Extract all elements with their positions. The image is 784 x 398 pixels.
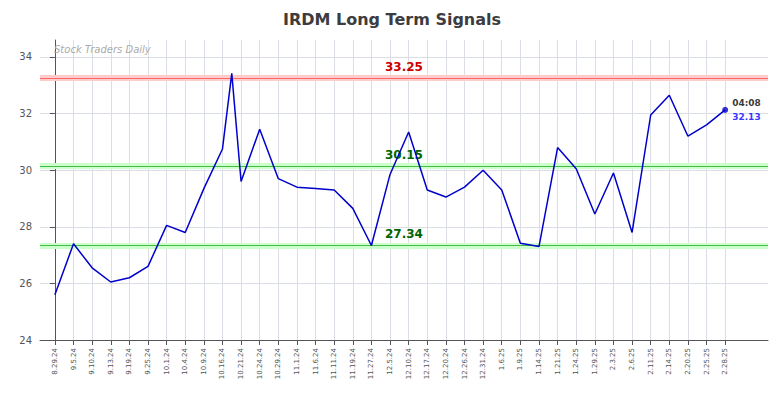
svg-text:30.15: 30.15 <box>385 147 423 162</box>
svg-text:10.16.24: 10.16.24 <box>218 347 226 379</box>
svg-text:9.19.24: 9.19.24 <box>125 347 133 374</box>
svg-text:10.1.24: 10.1.24 <box>163 347 171 374</box>
svg-text:34: 34 <box>19 51 32 62</box>
svg-text:2.11.25: 2.11.25 <box>647 348 655 375</box>
svg-text:33.25: 33.25 <box>385 60 423 74</box>
svg-text:27.34: 27.34 <box>385 227 423 241</box>
svg-text:9.5.24: 9.5.24 <box>70 347 78 370</box>
svg-text:04:08: 04:08 <box>732 98 761 108</box>
svg-text:11.6.24: 11.6.24 <box>312 347 320 374</box>
svg-text:12.26.24: 12.26.24 <box>461 347 469 379</box>
svg-text:26: 26 <box>19 278 32 289</box>
svg-text:2.3.25: 2.3.25 <box>609 348 617 370</box>
svg-text:12.17.24: 12.17.24 <box>423 347 431 379</box>
svg-text:1.29.25: 1.29.25 <box>591 348 599 375</box>
svg-text:IRDM Long Term Signals: IRDM Long Term Signals <box>283 10 501 29</box>
svg-text:12.20.24: 12.20.24 <box>442 347 450 379</box>
svg-text:9.10.24: 9.10.24 <box>88 347 96 374</box>
svg-text:1.24.25: 1.24.25 <box>572 348 580 375</box>
svg-text:28: 28 <box>19 221 32 232</box>
svg-text:10.4.24: 10.4.24 <box>181 347 189 374</box>
svg-text:11.27.24: 11.27.24 <box>367 347 375 379</box>
svg-text:30: 30 <box>19 165 32 176</box>
svg-text:11.11.24: 11.11.24 <box>330 347 338 379</box>
svg-text:10.9.24: 10.9.24 <box>200 347 208 374</box>
svg-text:2.25.25: 2.25.25 <box>703 348 711 375</box>
svg-text:1.6.25: 1.6.25 <box>498 348 506 370</box>
svg-text:11.19.24: 11.19.24 <box>349 347 357 379</box>
svg-text:2.28.25: 2.28.25 <box>721 348 729 375</box>
svg-text:1.14.25: 1.14.25 <box>535 348 543 375</box>
svg-text:2.6.25: 2.6.25 <box>628 348 636 370</box>
svg-text:10.21.24: 10.21.24 <box>237 347 245 379</box>
svg-text:32: 32 <box>19 108 32 119</box>
svg-text:9.13.24: 9.13.24 <box>107 347 115 374</box>
svg-text:11.1.24: 11.1.24 <box>293 347 301 374</box>
svg-text:32.13: 32.13 <box>732 112 760 122</box>
svg-text:10.29.24: 10.29.24 <box>274 347 282 379</box>
svg-text:Stock Traders Daily: Stock Traders Daily <box>54 44 152 55</box>
svg-text:9.25.24: 9.25.24 <box>144 347 152 374</box>
svg-text:8.29.24: 8.29.24 <box>51 347 59 374</box>
svg-text:24: 24 <box>19 335 32 346</box>
svg-text:12.5.24: 12.5.24 <box>386 347 394 374</box>
svg-text:1.21.25: 1.21.25 <box>554 348 562 375</box>
svg-text:10.24.24: 10.24.24 <box>256 347 264 379</box>
svg-text:2.20.25: 2.20.25 <box>684 348 692 375</box>
svg-text:2.14.25: 2.14.25 <box>665 348 673 375</box>
svg-text:12.10.24: 12.10.24 <box>405 347 413 379</box>
svg-text:1.9.25: 1.9.25 <box>516 348 524 370</box>
svg-text:12.31.24: 12.31.24 <box>479 347 487 379</box>
